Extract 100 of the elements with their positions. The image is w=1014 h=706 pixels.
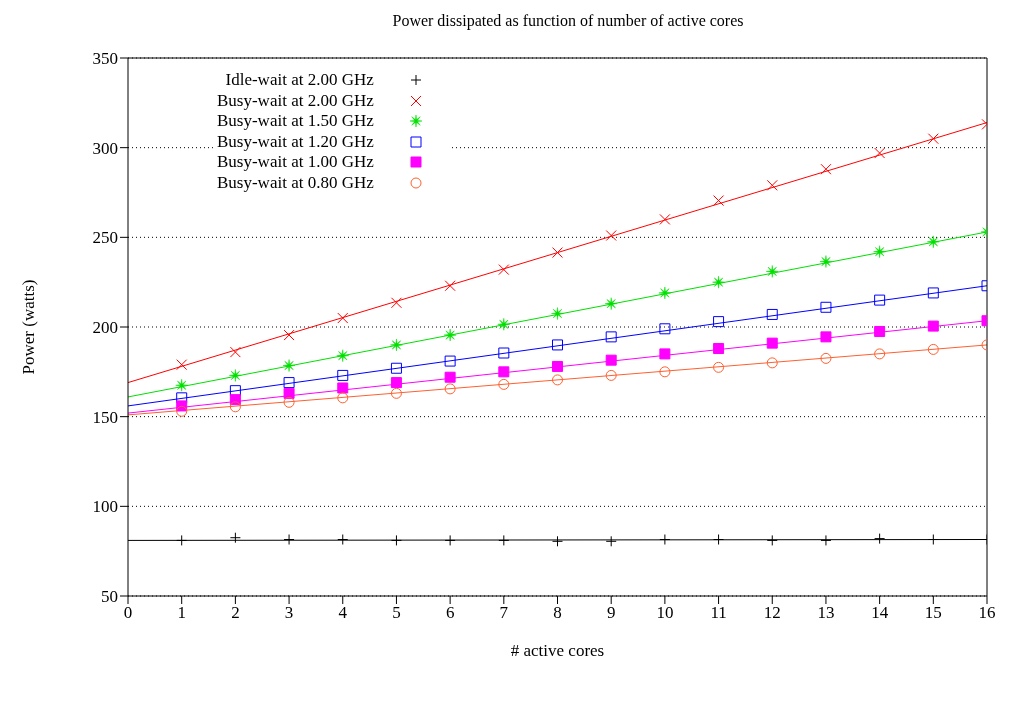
point — [766, 534, 778, 546]
point — [283, 377, 295, 389]
point — [927, 343, 939, 355]
point — [337, 369, 349, 381]
point — [498, 378, 510, 390]
point — [659, 348, 671, 360]
point — [443, 328, 457, 342]
y-tick-label: 250 — [92, 228, 118, 248]
point — [390, 387, 402, 399]
point — [283, 387, 295, 399]
point — [176, 534, 188, 546]
point — [229, 401, 241, 413]
x-tick-label: 6 — [445, 603, 455, 623]
point — [551, 307, 564, 320]
point — [229, 385, 241, 397]
y-tick-label: 50 — [101, 587, 118, 607]
point — [659, 213, 671, 225]
point — [927, 534, 939, 546]
x-tick-label: 15 — [924, 603, 942, 623]
point — [659, 366, 671, 378]
legend-label: Busy-wait at 1.50 GHz — [217, 111, 374, 132]
legend-label: Busy-wait at 1.20 GHz — [217, 131, 374, 152]
point — [605, 535, 617, 547]
point — [874, 348, 886, 360]
point — [713, 534, 725, 546]
point — [337, 534, 349, 546]
x-tick-label: 1 — [177, 603, 186, 623]
point — [552, 339, 563, 351]
y-tick-label: 350 — [92, 49, 118, 69]
point — [927, 133, 939, 145]
legend-label: Idle-wait at 2.00 GHz — [225, 70, 374, 91]
point — [390, 534, 402, 546]
point — [552, 374, 563, 386]
point — [713, 316, 725, 328]
point — [498, 264, 510, 276]
point — [444, 371, 456, 383]
point — [874, 147, 886, 159]
point — [390, 377, 402, 389]
point — [820, 163, 832, 175]
point — [176, 359, 188, 371]
point — [874, 533, 886, 545]
x-tick-label: 9 — [606, 603, 616, 623]
legend-label: Busy-wait at 0.80 GHz — [217, 172, 374, 193]
point — [390, 338, 403, 352]
point — [713, 343, 725, 355]
point — [820, 301, 832, 313]
x-tick-label: 14 — [871, 603, 889, 623]
x-tick-label: 13 — [817, 603, 835, 623]
x-tick-label: 10 — [656, 603, 674, 623]
x-tick-label: 8 — [553, 603, 562, 623]
point — [283, 534, 295, 546]
point — [927, 235, 940, 249]
point — [444, 534, 456, 546]
chart-title: Power dissipated as function of number of active cores — [391, 11, 745, 32]
point — [498, 366, 510, 378]
point — [605, 331, 617, 343]
point — [336, 349, 349, 362]
point — [444, 383, 456, 395]
point — [766, 179, 778, 191]
x-tick-label: 16 — [978, 603, 996, 623]
y-tick-label: 300 — [92, 138, 118, 158]
point — [175, 379, 188, 392]
x-tick-label: 2 — [231, 603, 240, 623]
point — [444, 280, 456, 292]
point — [713, 361, 725, 373]
point — [229, 346, 241, 358]
y-axis-title: Power (watts) — [19, 279, 39, 375]
legend-label: Busy-wait at 2.00 GHz — [217, 90, 374, 111]
point — [766, 357, 778, 369]
x-tick-label: 7 — [499, 603, 509, 623]
point — [498, 534, 510, 546]
point — [819, 255, 833, 268]
point — [766, 265, 779, 278]
point — [605, 354, 617, 366]
point — [820, 534, 832, 546]
point — [659, 323, 671, 335]
point — [283, 396, 295, 408]
point — [390, 362, 402, 374]
point — [498, 347, 510, 359]
point — [658, 286, 672, 300]
y-tick-label: 200 — [92, 318, 118, 338]
point — [766, 308, 778, 320]
point — [337, 382, 349, 394]
point — [229, 369, 242, 382]
x-tick-label: 4 — [338, 603, 348, 623]
point — [444, 355, 456, 367]
y-tick-label: 100 — [92, 497, 118, 517]
point — [229, 532, 241, 544]
point — [820, 352, 832, 364]
point — [712, 275, 725, 289]
point — [873, 245, 886, 258]
x-tick-label: 0 — [123, 603, 133, 623]
point — [927, 320, 939, 332]
x-axis-title: # active cores — [510, 641, 605, 660]
point — [605, 369, 617, 381]
point — [874, 294, 886, 306]
point — [390, 297, 402, 309]
point — [604, 297, 618, 310]
point — [282, 359, 296, 372]
point — [552, 360, 563, 372]
